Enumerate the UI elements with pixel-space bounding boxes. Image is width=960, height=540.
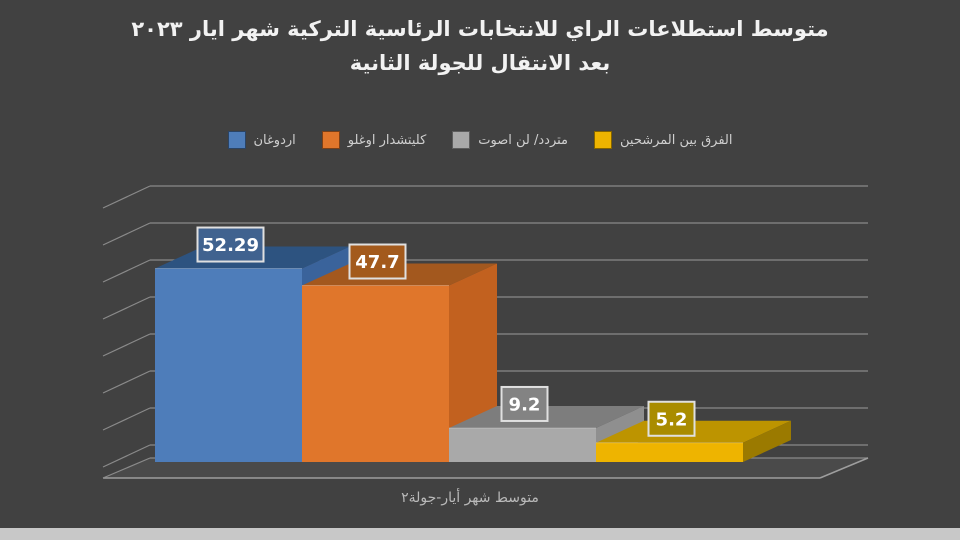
value-label-difference-between-candidates: 5.2 xyxy=(647,400,696,437)
value-label-text: 9.2 xyxy=(509,394,541,415)
legend-label-difference-between-candidates: الفرق بين المرشحين xyxy=(620,132,733,148)
gridline-left-wall xyxy=(102,444,151,468)
legend: اردوغان كليتشدار اوغلو متردد/ لن اصوت الفرق… xyxy=(0,122,960,158)
bar-front-face xyxy=(596,442,743,462)
legend-swatch-difference-between-candidates xyxy=(594,131,613,149)
legend-label-erdogan: اردوغان xyxy=(253,132,296,148)
value-label-box xyxy=(196,226,265,263)
chart-title-line1: متوسط استطلاعات الراي للانتخابات الرئاسي… xyxy=(131,17,829,41)
value-label-undecided-wont-vote: 9.2 xyxy=(500,385,549,422)
bar-front-face xyxy=(155,268,302,462)
bar-front-face xyxy=(302,285,449,462)
floor-right-edge xyxy=(819,457,869,479)
value-label-text: 47.7 xyxy=(355,252,399,273)
gridline-left-wall xyxy=(102,259,151,283)
gridline-left-wall xyxy=(102,370,151,394)
floor-left-edge xyxy=(102,457,151,479)
value-label-box xyxy=(500,385,549,422)
gridline-left-wall xyxy=(102,333,151,357)
legend-label-kilicdaroglu: كليتشدار اوغلو xyxy=(347,132,427,148)
legend-swatch-erdogan xyxy=(227,131,246,149)
chart-title-line2: بعد الانتقال للجولة الثانية xyxy=(349,51,611,75)
legend-swatch-kilicdaroglu xyxy=(321,131,340,149)
x-axis-label: متوسط شهر أيار-جولة٢ xyxy=(401,490,539,506)
bar-side-face xyxy=(743,420,791,462)
gridline-left-wall xyxy=(102,185,151,209)
value-label-text: 52.29 xyxy=(202,235,259,256)
legend-item-undecided-wont-vote: متردد/ لن اصوت xyxy=(452,131,568,149)
gridline-left-wall xyxy=(102,222,151,246)
legend-item-erdogan: اردوغان xyxy=(227,131,296,149)
bottom-band xyxy=(0,528,960,540)
legend-item-kilicdaroglu: كليتشدار اوغلو xyxy=(321,131,427,149)
chart-title: متوسط استطلاعات الراي للانتخابات الرئاسي… xyxy=(60,12,900,80)
floor-face xyxy=(103,458,868,478)
legend-swatch-undecided-wont-vote xyxy=(452,131,471,149)
bar-front-face xyxy=(449,427,596,462)
value-label-kilicdaroglu: 47.7 xyxy=(348,243,407,280)
value-label-text: 5.2 xyxy=(656,409,688,430)
value-label-box xyxy=(647,400,696,437)
gridline-left-wall xyxy=(102,296,151,320)
gridline-left-wall xyxy=(102,407,151,431)
value-label-erdogan: 52.29 xyxy=(196,226,265,263)
legend-label-undecided-wont-vote: متردد/ لن اصوت xyxy=(478,132,569,148)
value-label-box xyxy=(348,243,407,280)
legend-item-difference-between-candidates: الفرق بين المرشحين xyxy=(594,131,733,149)
